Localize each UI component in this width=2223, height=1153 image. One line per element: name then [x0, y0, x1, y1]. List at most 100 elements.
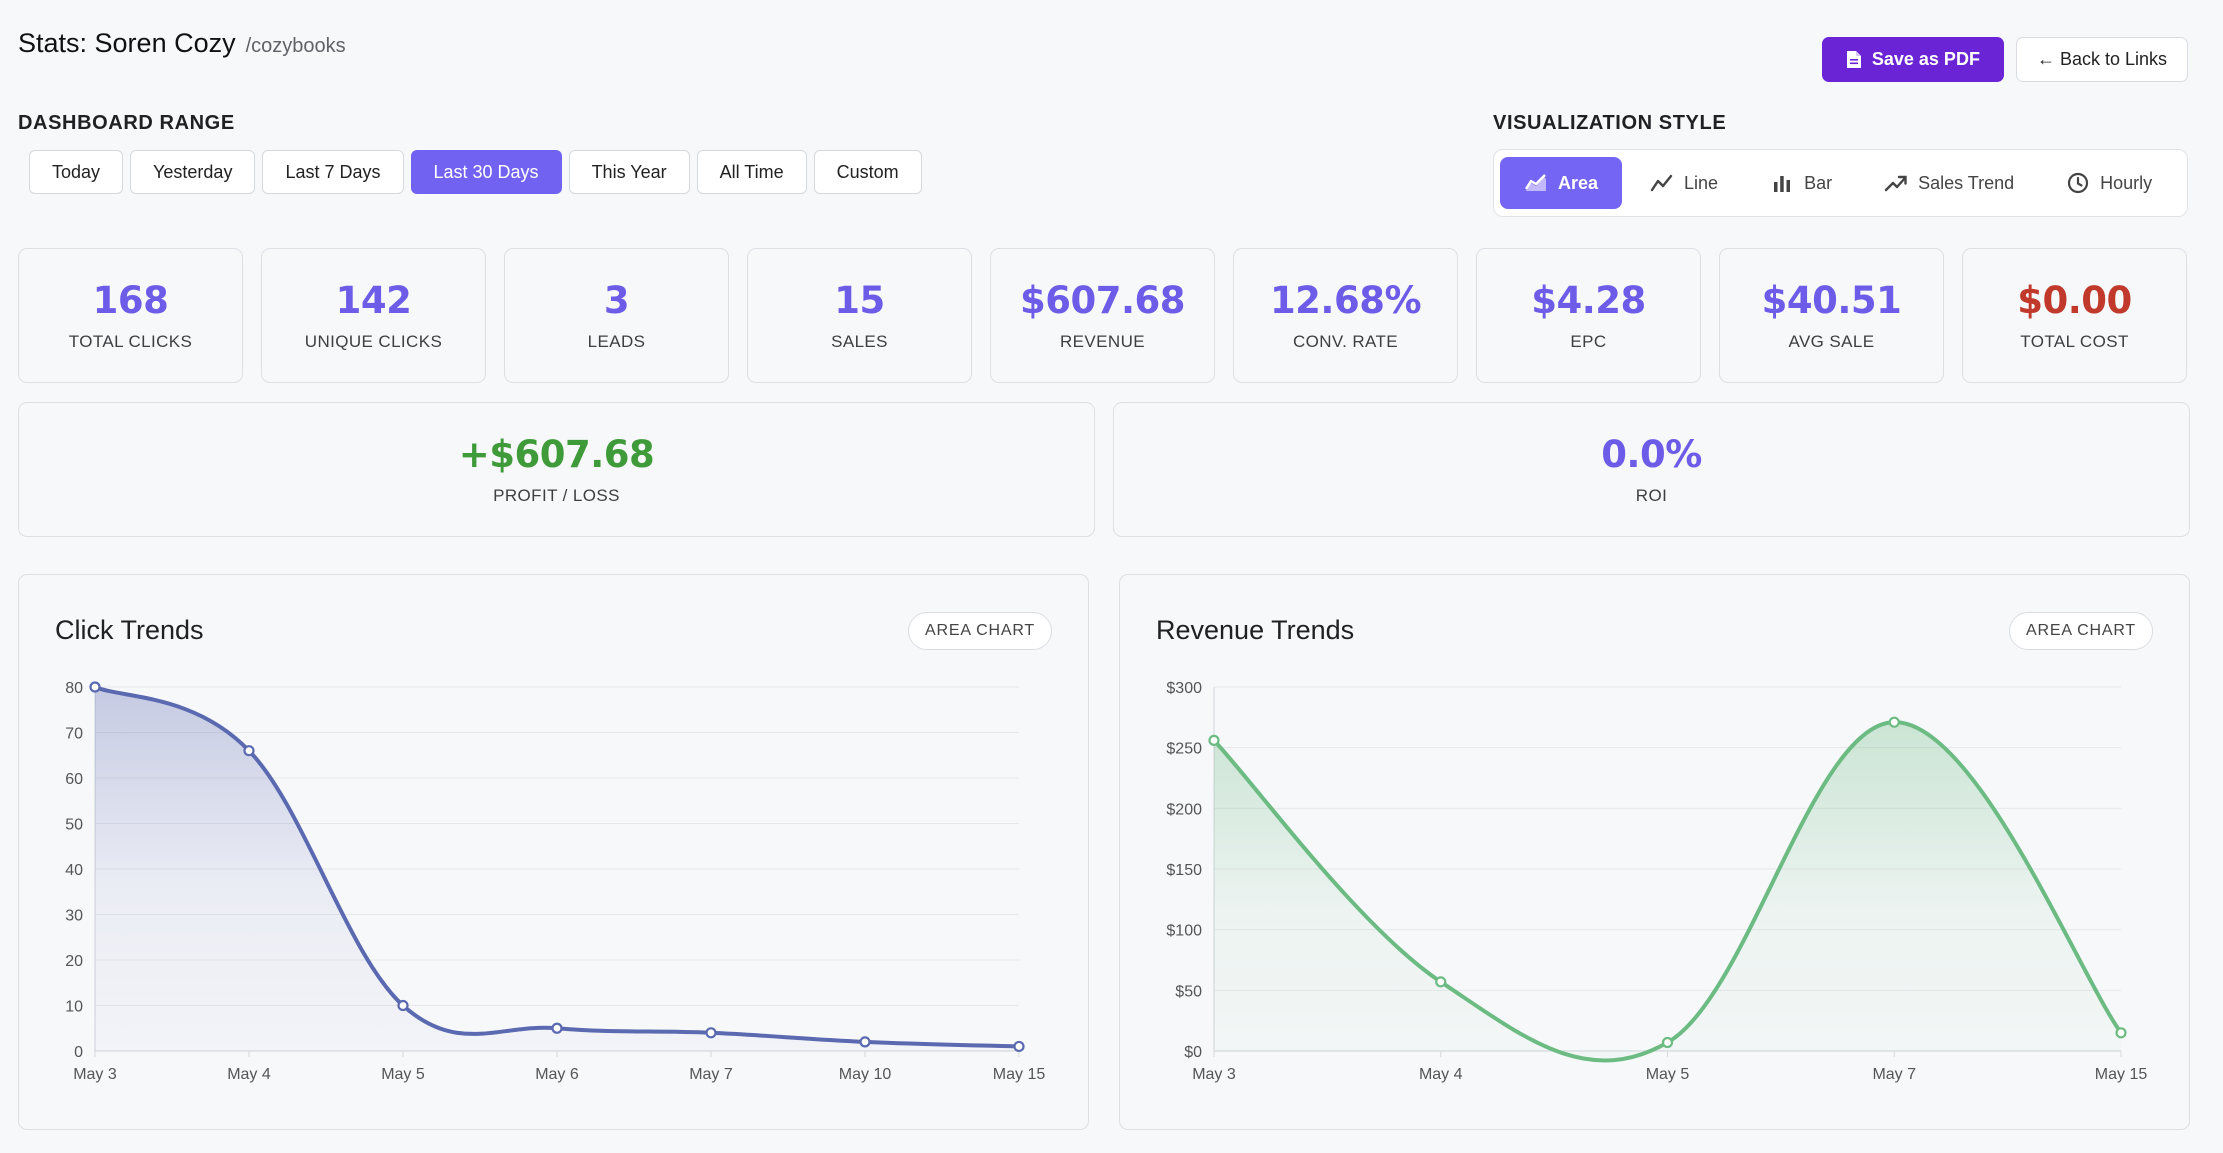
- series-area: [1214, 722, 2121, 1061]
- y-tick-label: $100: [1166, 923, 1202, 940]
- stat-label: LEADS: [587, 332, 646, 351]
- x-tick-label: May 7: [1872, 1066, 1916, 1083]
- back-to-links-button[interactable]: ← Back to Links: [2015, 37, 2188, 82]
- revenue-trends-card: $0 $50 $100 $150 $200 $250 $300 May 3 May 4 May 5…: [1119, 574, 2190, 1130]
- range-today-button[interactable]: Today: [29, 150, 124, 194]
- stat-value: 12.68%: [1269, 279, 1422, 322]
- viz-option-label: Area: [1558, 172, 1599, 193]
- stat-card-avg-sale: $40.51 AVG SALE: [1719, 248, 1944, 383]
- stat-card-epc: $4.28 EPC: [1476, 248, 1701, 383]
- stat-label: CONV. RATE: [1292, 332, 1399, 351]
- stat-value: 15: [834, 279, 885, 322]
- profit-value: +$607.68: [458, 433, 655, 476]
- series-area: [95, 687, 1019, 1051]
- range-this-year-button[interactable]: This Year: [568, 150, 690, 194]
- viz-line-button[interactable]: Line: [1626, 157, 1742, 209]
- y-tick-label: 0: [74, 1044, 83, 1061]
- data-point: [397, 999, 409, 1012]
- x-tick-label: May 15: [2095, 1066, 2148, 1083]
- range-selector: Today Yesterday Last 7 Days Last 30 Days Thi…: [29, 150, 922, 194]
- stat-label: SALES: [831, 332, 888, 351]
- roi-card: 0.0% ROI: [1113, 402, 2190, 537]
- stat-value: $4.28: [1531, 279, 1646, 322]
- stat-value: $40.51: [1761, 279, 1902, 322]
- stat-label: TOTAL COST: [2020, 332, 2129, 351]
- stat-card-leads: 3 LEADS: [504, 248, 729, 383]
- summary-row: +$607.68 PROFIT / LOSS 0.0% ROI: [18, 402, 2190, 537]
- x-tick-label: May 3: [1192, 1066, 1236, 1083]
- range-all-time-button[interactable]: All Time: [696, 150, 807, 194]
- viz-bar-button[interactable]: Bar: [1746, 157, 1856, 209]
- click-chart-type-badge: AREA CHART: [908, 612, 1052, 650]
- range-last-30-days-button[interactable]: Last 30 Days: [410, 150, 562, 194]
- stat-value: $0.00: [2017, 279, 2132, 322]
- x-tick-label: May 4: [1419, 1066, 1463, 1083]
- revenue-trends-title: Revenue Trends: [1156, 615, 1355, 645]
- viz-area-button[interactable]: Area: [1500, 157, 1623, 209]
- page-title: Stats: Soren Cozy: [18, 28, 236, 58]
- x-tick-label: May 5: [381, 1066, 425, 1083]
- x-tick-label: May 15: [993, 1066, 1046, 1083]
- viz-hourly-button[interactable]: Hourly: [2042, 157, 2176, 209]
- stat-label: REVENUE: [1060, 332, 1145, 351]
- profit-label: PROFIT / LOSS: [493, 486, 620, 505]
- viz-option-label: Hourly: [2100, 172, 2153, 193]
- data-point: [1208, 734, 1220, 746]
- x-tick-label: May 10: [839, 1066, 892, 1083]
- trend-up-icon: [1884, 175, 1907, 192]
- x-tick-label: May 6: [535, 1066, 579, 1083]
- bar-chart-icon: [1774, 176, 1791, 192]
- stat-card-sales: 15 SALES: [747, 248, 972, 383]
- data-point: [89, 681, 101, 693]
- profit-card: +$607.68 PROFIT / LOSS: [18, 402, 1095, 537]
- y-tick-label: 80: [65, 680, 83, 697]
- y-tick-label: 20: [65, 953, 83, 970]
- y-tick-label: 60: [65, 771, 83, 788]
- y-tick-label: $150: [1166, 862, 1202, 879]
- viz-sales-trend-button[interactable]: Sales Trend: [1860, 157, 2038, 209]
- stats-row: 168 TOTAL CLICKS 142 UNIQUE CLICKS 3 LEADS 15 S…: [18, 248, 2187, 383]
- stat-card-revenue: $607.68 REVENUE: [990, 248, 1215, 383]
- page-header: Stats: Soren Cozy /cozybooks: [18, 28, 346, 59]
- range-yesterday-button[interactable]: Yesterday: [130, 150, 256, 194]
- data-point: [243, 745, 255, 757]
- clock-icon: [2068, 172, 2089, 194]
- click-trends-card: 0 10 20 30 40 50 60 70 80 May 3 May 4 May 5 May 6 May…: [18, 574, 1089, 1130]
- stat-card-unique-clicks: 142 UNIQUE CLICKS: [261, 248, 486, 383]
- top-actions: Save as PDF ← Back to Links: [1821, 37, 2188, 82]
- stat-card-total-cost: $0.00 TOTAL COST: [1962, 248, 2187, 383]
- data-point: [1888, 716, 1900, 728]
- roi-label: ROI: [1635, 486, 1668, 505]
- stat-card-total-clicks: 168 TOTAL CLICKS: [18, 248, 243, 383]
- page-slug: /cozybooks: [245, 35, 346, 57]
- line-chart-icon: [1650, 174, 1673, 192]
- save-pdf-button[interactable]: Save as PDF: [1821, 37, 2004, 82]
- data-point: [859, 1036, 871, 1048]
- viz-option-label: Bar: [1804, 172, 1833, 193]
- stat-value: 142: [335, 279, 412, 322]
- stat-card-conv-rate: 12.68% CONV. RATE: [1233, 248, 1458, 383]
- stat-label: UNIQUE CLICKS: [304, 332, 443, 351]
- y-tick-label: $250: [1166, 741, 1202, 758]
- x-tick-label: May 3: [73, 1066, 117, 1083]
- data-point: [551, 1022, 563, 1034]
- y-tick-label: $300: [1166, 680, 1202, 697]
- data-point: [1435, 976, 1447, 988]
- stat-value: 168: [92, 279, 169, 322]
- viz-option-label: Sales Trend: [1918, 172, 2015, 193]
- y-tick-label: $200: [1166, 801, 1202, 818]
- y-tick-label: 10: [65, 999, 83, 1016]
- revenue-trends-chart: $0 $50 $100 $150 $200 $250 $300 May 3 May 4 May 5…: [1166, 680, 2148, 1083]
- data-point: [705, 1027, 717, 1039]
- y-tick-label: $50: [1175, 983, 1202, 1000]
- data-point: [1013, 1040, 1025, 1053]
- y-tick-label: 40: [65, 862, 83, 879]
- range-last-7-days-button[interactable]: Last 7 Days: [262, 150, 404, 194]
- x-tick-label: May 4: [227, 1066, 271, 1083]
- click-trends-chart: 0 10 20 30 40 50 60 70 80 May 3 May 4 May 5 May 6 May…: [65, 680, 1046, 1083]
- range-custom-button[interactable]: Custom: [813, 150, 922, 194]
- click-trends-title: Click Trends: [55, 615, 204, 645]
- stat-label: AVG SALE: [1788, 332, 1875, 351]
- save-pdf-label: Save as PDF: [1871, 49, 1980, 69]
- viz-selector: Area Line Bar Sales Trend Hourly: [1493, 149, 2188, 217]
